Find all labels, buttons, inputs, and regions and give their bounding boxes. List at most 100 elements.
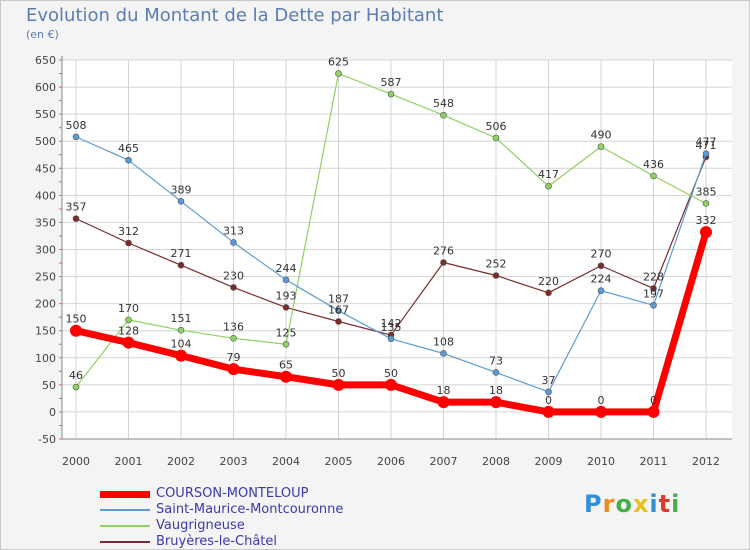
data-label: 490 — [591, 129, 612, 142]
x-tick-label: 2007 — [430, 455, 458, 468]
data-point — [650, 172, 657, 180]
y-tick-label: 200 — [35, 298, 56, 311]
data-label: 151 — [171, 312, 192, 325]
legend-swatch — [100, 525, 150, 527]
data-point — [490, 396, 502, 409]
legend-label: Bruyères-le-Châtel — [156, 534, 278, 549]
data-point — [492, 134, 500, 142]
data-label: 625 — [328, 56, 349, 69]
data-label: 477 — [696, 136, 717, 149]
y-tick-label: 350 — [35, 216, 56, 229]
y-tick-label: -50 — [38, 433, 56, 446]
legend-swatch — [100, 509, 150, 511]
data-point — [385, 378, 397, 391]
x-tick-label: 2011 — [640, 455, 668, 468]
data-label: 312 — [118, 225, 139, 238]
data-label: 506 — [486, 120, 507, 133]
y-tick-label: 400 — [35, 189, 56, 202]
x-tick-label: 2005 — [325, 455, 353, 468]
chart-subtitle: (en €) — [26, 28, 59, 41]
data-point — [335, 70, 342, 77]
data-label: 471 — [696, 139, 717, 152]
data-point — [597, 287, 605, 294]
data-label: 73 — [489, 354, 503, 367]
data-point — [227, 363, 240, 376]
data-label: 389 — [171, 183, 192, 196]
data-point — [125, 239, 132, 247]
data-label: 548 — [433, 97, 454, 110]
data-label: 128 — [118, 325, 139, 338]
data-point — [72, 383, 80, 391]
data-point — [492, 272, 500, 279]
data-label: 271 — [171, 247, 192, 260]
data-label: 108 — [433, 335, 454, 348]
data-label: 587 — [381, 76, 402, 89]
data-label: 136 — [223, 320, 244, 333]
data-point — [440, 259, 447, 266]
y-tick-label: 450 — [35, 162, 56, 175]
data-point — [332, 378, 345, 391]
data-point — [702, 150, 710, 157]
data-point — [702, 200, 710, 207]
y-tick-label: 300 — [35, 244, 56, 257]
x-tick-label: 2006 — [377, 455, 405, 468]
y-tick-label: 0 — [49, 406, 56, 419]
x-tick-label: 2009 — [535, 455, 563, 468]
data-label: 193 — [276, 289, 297, 302]
data-point — [387, 90, 395, 98]
data-label: 142 — [381, 317, 402, 330]
data-point — [387, 335, 395, 343]
data-point — [70, 324, 82, 337]
data-point — [72, 133, 80, 141]
data-point — [230, 334, 237, 342]
data-point — [647, 405, 660, 418]
data-label: 65 — [279, 359, 293, 372]
data-label: 37 — [542, 374, 556, 387]
data-point — [650, 285, 657, 292]
x-tick-label: 2004 — [272, 455, 300, 468]
data-point — [545, 182, 552, 190]
data-point — [125, 156, 132, 164]
data-point — [175, 349, 187, 362]
y-tick-label: 600 — [35, 81, 56, 94]
x-tick-label: 2003 — [220, 455, 248, 468]
data-label: 125 — [276, 326, 297, 339]
legend-swatch — [100, 541, 150, 543]
y-tick-label: 250 — [35, 271, 56, 284]
data-point — [230, 239, 237, 246]
data-point — [650, 301, 657, 309]
y-tick-label: 550 — [35, 108, 56, 121]
data-point — [440, 350, 447, 357]
data-label: 224 — [591, 273, 612, 286]
y-tick-label: 100 — [35, 352, 56, 365]
data-point — [437, 396, 450, 409]
y-tick-label: 150 — [35, 325, 56, 338]
data-point — [597, 262, 605, 270]
x-tick-label: 2002 — [167, 455, 195, 468]
data-point — [545, 289, 552, 297]
data-label: 170 — [118, 302, 139, 315]
data-point — [125, 316, 132, 324]
data-point — [177, 326, 185, 334]
data-point — [700, 226, 712, 239]
data-label: 220 — [538, 275, 559, 288]
data-label: 357 — [66, 201, 87, 214]
x-tick-label: 2010 — [587, 455, 615, 468]
data-label: 508 — [66, 119, 87, 132]
data-label: 197 — [643, 287, 664, 300]
data-label: 436 — [643, 158, 664, 171]
data-label: 0 — [598, 394, 605, 407]
y-tick-label: 650 — [35, 54, 56, 67]
data-point — [597, 143, 605, 150]
legend-label: COURSON-MONTELOUP — [156, 486, 309, 501]
data-point — [545, 388, 552, 396]
data-label: 18 — [489, 384, 503, 397]
data-point — [122, 336, 135, 349]
data-label: 230 — [223, 269, 244, 282]
data-label: 135 — [381, 321, 402, 334]
data-label: 167 — [328, 304, 349, 317]
x-tick-label: 2012 — [692, 455, 720, 468]
data-label: 252 — [486, 257, 507, 270]
data-label: 332 — [696, 214, 717, 227]
